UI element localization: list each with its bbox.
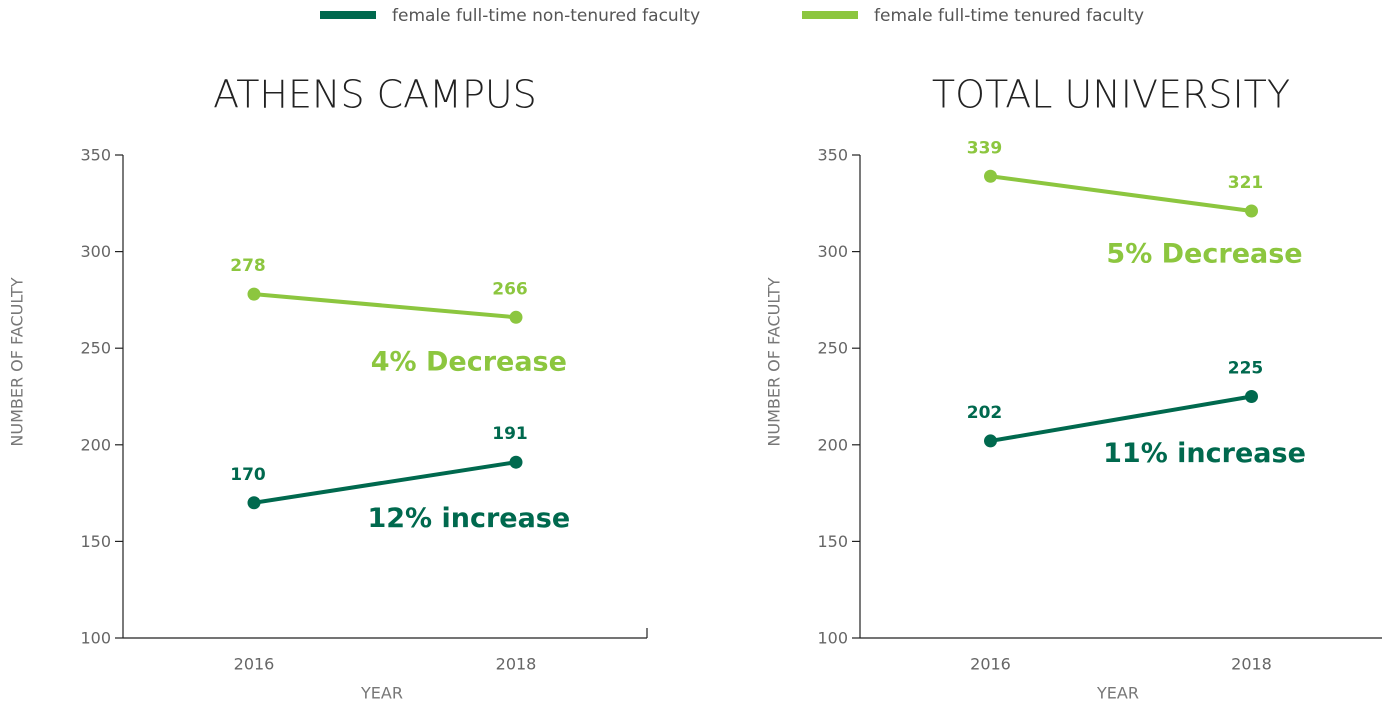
series-line	[990, 394, 1252, 443]
x-tick-label: 2018	[496, 655, 537, 674]
value-label: 202	[967, 403, 1003, 423]
point	[1245, 390, 1258, 403]
y-axis-title: NUMBER OF FACULTY	[8, 277, 27, 446]
y-tick-label: 350	[80, 146, 111, 165]
value-label: 191	[492, 424, 528, 444]
y-tick-label: 100	[817, 629, 848, 648]
y-tick-label: 150	[817, 532, 848, 551]
point	[984, 434, 997, 448]
y-tick-label: 250	[80, 339, 111, 358]
value-label: 170	[230, 465, 266, 485]
annotation: 12% increase	[367, 503, 570, 534]
value-label: 321	[1228, 173, 1264, 193]
series-line	[253, 292, 517, 320]
chart-title: ATHENS CAMPUS	[213, 73, 537, 117]
value-label: 339	[967, 138, 1003, 158]
point	[509, 455, 523, 469]
y-axis-title: NUMBER OF FACULTY	[765, 277, 784, 446]
chart-title: TOTAL UNIVERSITY	[932, 73, 1290, 117]
series-line	[990, 174, 1252, 214]
point	[247, 496, 261, 510]
y-tick-label: 300	[817, 242, 848, 261]
y-tick-label: 250	[817, 339, 848, 358]
y-tick-label: 350	[817, 146, 848, 165]
y-tick-label: 300	[80, 242, 111, 261]
legend-swatch	[802, 11, 858, 19]
value-label: 278	[230, 256, 266, 276]
value-label: 225	[1228, 359, 1264, 379]
y-tick-label: 100	[80, 629, 111, 648]
point	[247, 287, 261, 301]
x-tick-label: 2018	[1231, 655, 1272, 674]
x-tick-label: 2016	[970, 655, 1011, 674]
annotation: 11% increase	[1103, 438, 1306, 469]
value-label: 266	[492, 279, 528, 299]
legend-label: female full-time non-tenured faculty	[392, 6, 700, 26]
legend-label: female full-time tenured faculty	[874, 6, 1144, 26]
legend-swatch	[320, 11, 376, 19]
point	[1245, 204, 1258, 218]
x-axis-title: YEAR	[360, 684, 403, 703]
x-tick-label: 2016	[234, 655, 275, 674]
annotation: 4% Decrease	[371, 347, 567, 378]
annotation: 5% Decrease	[1106, 238, 1302, 269]
y-tick-label: 200	[817, 435, 848, 454]
y-tick-label: 150	[80, 532, 111, 551]
point	[984, 169, 997, 183]
series-line	[253, 460, 517, 505]
x-axis-title: YEAR	[1096, 684, 1139, 703]
y-tick-label: 200	[80, 435, 111, 454]
point	[509, 310, 523, 324]
